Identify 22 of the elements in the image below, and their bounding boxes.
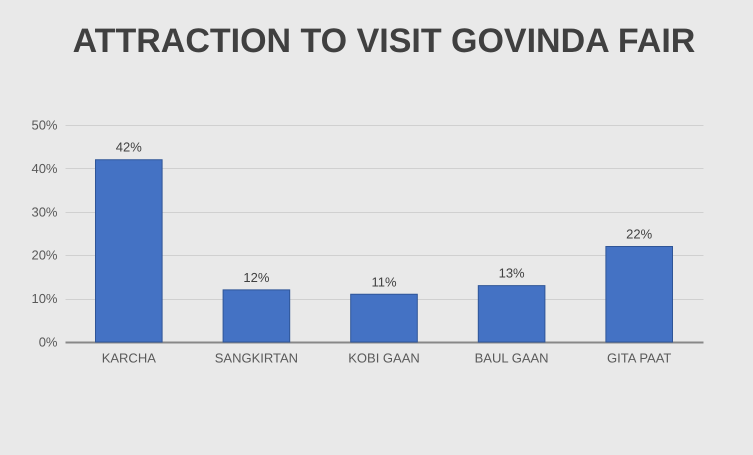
bar — [94, 159, 163, 342]
bar — [478, 285, 546, 342]
y-tick-label: 40% — [31, 160, 58, 176]
y-tick-label: 0% — [38, 334, 58, 350]
data-label: 22% — [626, 226, 653, 242]
x-tick-label: KOBI GAAN — [348, 350, 420, 366]
data-label: 11% — [371, 274, 397, 290]
data-label: 12% — [243, 270, 270, 285]
x-tick-label: SANGKIRTAN — [214, 350, 298, 366]
x-tick-label: KARCHA — [102, 350, 156, 366]
data-label: 13% — [498, 266, 526, 281]
bar — [350, 294, 418, 342]
y-tick-label: 20% — [31, 248, 58, 263]
y-tick-label: 50% — [31, 118, 58, 132]
x-tick-label: BAUL GAAN — [474, 350, 549, 366]
data-label: 42% — [116, 140, 142, 155]
x-tick-label: GITA PAAT — [607, 350, 672, 366]
bar — [605, 246, 674, 342]
chart-title: ATTRACTION TO VISIT GOVINDA FAIR — [72, 22, 696, 60]
bar — [222, 289, 290, 342]
y-tick-label: 10% — [31, 291, 58, 306]
y-tick-label: 30% — [31, 204, 58, 220]
